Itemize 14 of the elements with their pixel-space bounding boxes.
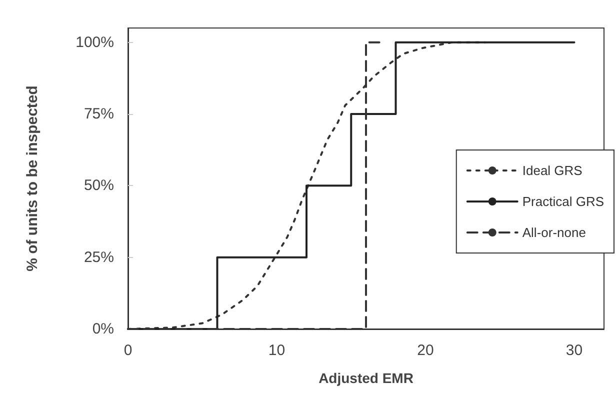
- y-axis-title: % of units to be inspected: [24, 86, 41, 272]
- legend-label: All-or-none: [522, 225, 586, 240]
- x-tick-label: 30: [566, 342, 583, 359]
- x-tick-label: 0: [124, 342, 132, 359]
- x-tick-label: 20: [417, 342, 434, 359]
- x-axis-title: Adjusted EMR: [318, 370, 414, 386]
- legend-label: Practical GRS: [522, 194, 604, 209]
- y-tick-label: 75%: [84, 106, 114, 122]
- y-tick-label: 25%: [84, 248, 114, 266]
- x-tick-label: 10: [268, 342, 286, 359]
- y-tick-label: 0%: [92, 320, 114, 338]
- y-tick-label: 100%: [76, 34, 114, 51]
- legend-label: Ideal GRS: [522, 163, 583, 178]
- y-tick-label: 50%: [84, 177, 114, 194]
